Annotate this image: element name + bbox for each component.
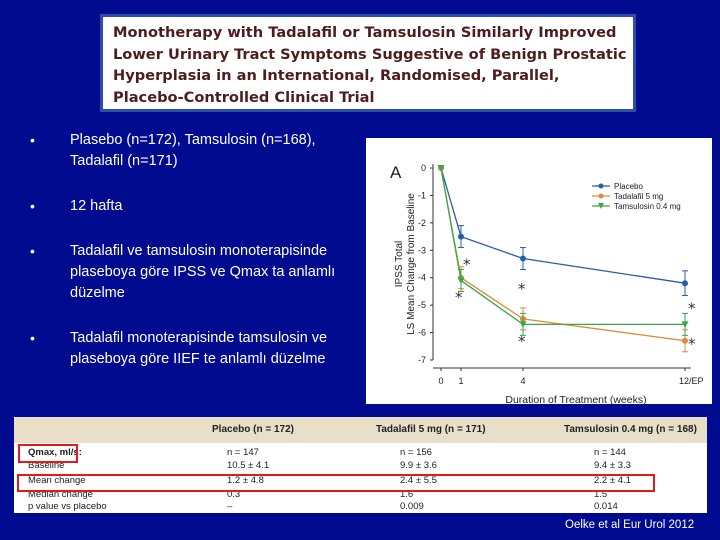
data-point [437, 165, 445, 172]
cell-tadalafil: 1.6 [400, 489, 414, 500]
data-point [681, 321, 689, 328]
significance-asterisk: * [688, 299, 696, 317]
header-placebo: Placebo (n = 172) [212, 424, 294, 435]
data-point [682, 337, 688, 344]
cell-placebo: 0.3 [227, 489, 241, 500]
x-tick-label: 1 [458, 376, 463, 386]
row-label: Baseline [28, 460, 65, 471]
mean-change-highlight [17, 474, 655, 492]
data-point [457, 277, 465, 284]
qmax-table: Placebo (n = 172) Tadalafil 5 mg (n = 17… [14, 417, 707, 513]
bullet-item: • 12 hafta [30, 196, 350, 217]
row-label: Qmax, ml/s: [28, 447, 82, 458]
legend-marker [598, 183, 604, 189]
bullet-dot: • [30, 243, 35, 259]
bullet-text: Tadalafil ve tamsulosin monoterapisinde … [70, 243, 336, 301]
data-point [519, 321, 527, 328]
cell-tadalafil: 0.009 [400, 501, 424, 512]
y-tick-label: -4 [418, 273, 426, 283]
cell-tamsulosin: 1.5 [594, 489, 608, 500]
ipss-chart-svg: 0 -1 -2 -3 -4 -5 -6 -7 0 1 4 12/EP A IPSS Total LS Mea… [390, 163, 704, 404]
table-header-row: Placebo (n = 172) Tadalafil 5 mg (n = 17… [14, 417, 707, 443]
x-tick-label: 0 [438, 376, 443, 386]
series-line-0 [440, 167, 686, 284]
significance-asterisk: * [463, 255, 471, 273]
x-axis-label: Duration of Treatment (weeks) [505, 394, 646, 404]
y-tick-label: -5 [418, 300, 426, 310]
bullet-dot: • [30, 132, 35, 148]
x-tick-label: 4 [520, 376, 525, 386]
ipss-chart: 0 -1 -2 -3 -4 -5 -6 -7 0 1 4 12/EP A IPSS Total LS Mea… [366, 138, 712, 404]
bullet-dot: • [30, 198, 35, 214]
cell-placebo: – [227, 501, 233, 512]
header-tadalafil: Tadalafil 5 mg (n = 171) [376, 424, 486, 435]
y-tick-label: 0 [421, 163, 426, 173]
significance-asterisk: * [688, 335, 696, 353]
cell-tadalafil: 9.9 ± 3.6 [400, 460, 437, 471]
y-tick-label: -1 [418, 190, 426, 200]
table-row: Median change 0.3 1.6 1.5 [14, 489, 707, 501]
cell-placebo: 10.5 ± 4.1 [227, 460, 270, 471]
title-line-1: Monotherapy with Tadalafil or Tamsulosin… [113, 24, 617, 41]
significance-asterisk: * [455, 288, 463, 306]
x-tick-label: 12/EP [679, 376, 704, 386]
table-row: p value vs placebo – 0.009 0.014 [14, 501, 707, 513]
bullet-dot: • [30, 330, 35, 346]
cell-placebo: n = 147 [227, 447, 259, 458]
title-box: Monotherapy with Tadalafil or Tamsulosin… [100, 14, 636, 112]
bullet-text: Plasebo (n=172), Tamsulosin (n=168), Tad… [70, 132, 316, 169]
cell-placebo: 1.2 ± 4.8 [227, 475, 264, 486]
series-line-2 [440, 167, 685, 325]
cell-tadalafil: n = 156 [400, 447, 432, 458]
qmax-highlight [18, 444, 78, 463]
legend-label: Tamsulosin 0.4 mg [614, 202, 681, 211]
legend-label: Placebo [614, 182, 643, 191]
header-tamsulosin: Tamsulosin 0.4 mg (n = 168) [564, 424, 697, 435]
significance-asterisk: * [518, 332, 526, 350]
bullet-text: 12 hafta [70, 198, 123, 214]
data-point [682, 280, 688, 287]
table-row: Qmax, ml/s: n = 147 n = 156 n = 144 [14, 447, 707, 459]
cell-tamsulosin: 9.4 ± 3.3 [594, 460, 631, 471]
y-axis-label-line-2: LS Mean Change from Baseline [406, 193, 417, 335]
table-row: Mean change 1.2 ± 4.8 2.4 ± 5.5 2.2 ± 4.… [14, 475, 707, 487]
y-tick-label: -6 [418, 328, 426, 338]
cell-tamsulosin: 2.2 ± 4.1 [594, 475, 631, 486]
data-point [458, 233, 464, 240]
title-line-3: Hyperplasia in an International, Randomi… [113, 67, 560, 84]
row-label: Median change [28, 489, 93, 500]
bullet-item: • Tadalafil ve tamsulosin monoterapisind… [30, 241, 350, 304]
bullet-text: Tadalafil monoterapisinde tamsulosin ve … [70, 330, 328, 367]
title-line-2: Lower Urinary Tract Symptoms Suggestive … [113, 45, 627, 63]
y-axis-label-line-1: IPSS Total [394, 241, 405, 288]
data-point [520, 255, 526, 262]
panel-label: A [390, 163, 402, 182]
y-tick-label: -3 [418, 245, 426, 255]
legend-marker [598, 203, 604, 209]
title-line-4: Placebo-Controlled Clinical Trial [113, 88, 375, 106]
y-tick-label: -7 [418, 355, 426, 365]
row-label: p value vs placebo [28, 501, 107, 512]
cell-tamsulosin: 0.014 [594, 501, 618, 512]
cell-tamsulosin: n = 144 [594, 447, 626, 458]
y-tick-label: -2 [418, 218, 426, 228]
bullet-item: • Plasebo (n=172), Tamsulosin (n=168), T… [30, 130, 350, 172]
row-label: Mean change [28, 475, 86, 486]
table-row: Baseline 10.5 ± 4.1 9.9 ± 3.6 9.4 ± 3.3 [14, 460, 707, 472]
bullet-list: • Plasebo (n=172), Tamsulosin (n=168), T… [30, 130, 350, 370]
cell-tadalafil: 2.4 ± 5.5 [400, 475, 437, 486]
citation: Oelke et al Eur Urol 2012 [565, 519, 695, 531]
bullet-item: • Tadalafil monoterapisinde tamsulosin v… [30, 328, 350, 370]
significance-asterisk: * [518, 280, 526, 298]
legend-label: Tadalafil 5 mg [614, 192, 663, 201]
legend-marker [598, 193, 604, 199]
